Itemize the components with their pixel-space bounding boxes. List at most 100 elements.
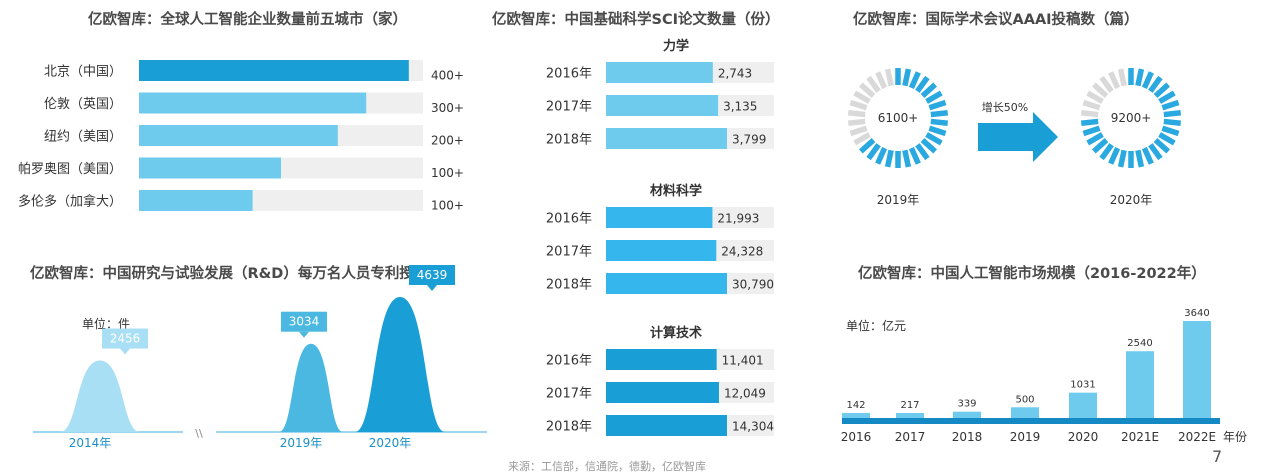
market-bar [1126,351,1154,421]
aaai-chart-title: 亿欧智库：国际学术会议AAAI投稿数（篇） [853,12,1139,28]
sci-value-label: 3,135 [723,100,757,114]
ring-segment [1148,143,1163,161]
market-value-label: 142 [846,400,865,411]
market-year-label: 2022E [1178,430,1216,444]
ring-segment [1080,110,1099,118]
page-number: 7 [1212,447,1223,466]
sci-value-label: 24,328 [721,245,763,259]
sci-value-label: 2,743 [718,67,752,81]
sci-value-label: 3,799 [732,133,766,147]
rd-year-label: 2020年 [369,436,412,450]
sci-value-label: 30,790 [732,278,774,292]
ring-segment [875,147,888,165]
city-bar [139,125,338,146]
ring-segment [920,82,937,98]
city-label: 帕罗奥图（美国） [18,162,122,177]
ring-segment [884,149,894,168]
rd-value-label: 4639 [417,268,448,282]
ring-segment [902,149,912,168]
market-year-label: 2019 [1010,430,1041,444]
ring-segment [1092,82,1109,98]
ring-segment [1148,75,1163,93]
market-value-label: 2540 [1127,338,1152,349]
sci-chart-title: 亿欧智库：中国基础科学SCI论文数量（份） [492,12,780,28]
market-year-label: 2016 [841,430,872,444]
city-label: 多伦多（加拿大） [18,194,122,210]
market-value-label: 339 [957,399,976,410]
ring-segment [930,118,949,126]
rd-value-label: 2456 [110,332,141,346]
ring-segment [1135,149,1145,168]
sci-year-label: 2016年 [546,212,592,227]
rd-chart-title: 亿欧智库：中国研究与试验发展（R&D）每万名人员专利授权数 [30,266,443,282]
ring-segment [1153,138,1170,154]
ring-segment [847,118,866,126]
city-bar [139,157,281,179]
market-value-label: 3640 [1184,308,1209,319]
sci-bar [606,273,727,294]
ring-year-label: 2020年 [1110,193,1153,207]
ring-segment [1082,125,1101,137]
ring-segment [1117,68,1127,87]
ring-segment [920,138,937,154]
ring-segment [902,68,912,87]
ring-segment [925,90,943,104]
city-bar [139,92,367,114]
ring-segment [915,143,930,161]
market-year-label: 2020 [1068,430,1099,444]
rd-value-callout-pointer [120,348,130,355]
market-unit-label: 单位：亿元 [846,318,906,333]
sci-bar [606,382,719,403]
sci-year-label: 2017年 [546,100,592,115]
ring-segment [930,110,949,118]
ring-segment [849,125,868,137]
ring-segment [928,99,947,111]
sci-year-label: 2018年 [546,133,592,148]
ring-segment [1086,132,1104,146]
city-bar [139,190,253,211]
ring-segment [1141,71,1154,89]
ring-segment [1163,118,1182,126]
ring-segment [847,110,866,118]
city-value-label: 100+ [431,199,464,213]
ring-segment [875,71,888,89]
market-chart-title: 亿欧智库：中国人工智能市场规模（2016-2022年） [858,266,1206,282]
rd-value-callout [409,265,455,285]
market-year-label: 2018 [952,430,983,444]
city-value-label: 400+ [431,69,464,83]
sci-value-label: 11,401 [722,354,764,368]
sci-year-label: 2017年 [546,387,592,402]
market-bar [1011,407,1039,421]
market-value-label: 500 [1015,394,1034,405]
city-value-label: 300+ [431,101,464,115]
market-value-label: 1031 [1070,380,1095,391]
ring-year-label: 2019年 [877,193,920,207]
sci-bar [606,62,713,83]
ring-segment [866,75,881,93]
sci-value-label: 21,993 [717,212,759,226]
ring-segment [1108,147,1121,165]
sci-group-title: 计算技术 [650,325,702,341]
ring-segment [908,71,921,89]
market-year-label: 2021E [1121,430,1159,444]
rd-year-label: 2014年 [69,436,112,450]
rd-unit-label: 单位：件 [82,316,130,331]
sci-bar [606,240,717,261]
market-x-axis-label: 年份 [1223,430,1247,444]
ring-segment [1099,75,1114,93]
city-value-label: 100+ [431,166,464,180]
ring-segment [1153,82,1170,98]
ring-segment [928,125,947,137]
ring-value-label: 9200+ [1111,111,1152,125]
market-value-label: 217 [900,400,919,411]
ring-segment [859,138,876,154]
growth-label: 增长50% [982,100,1028,114]
ring-segment [1117,149,1127,168]
ring-segment [1158,132,1176,146]
sci-value-label: 14,304 [732,420,774,434]
source-footnote: 来源：工信部，信通院，德勤，亿欧智库 [508,460,706,473]
market-axis-bar [842,418,1220,424]
ring-value-label: 6100+ [878,111,919,125]
sci-bar [606,415,727,436]
